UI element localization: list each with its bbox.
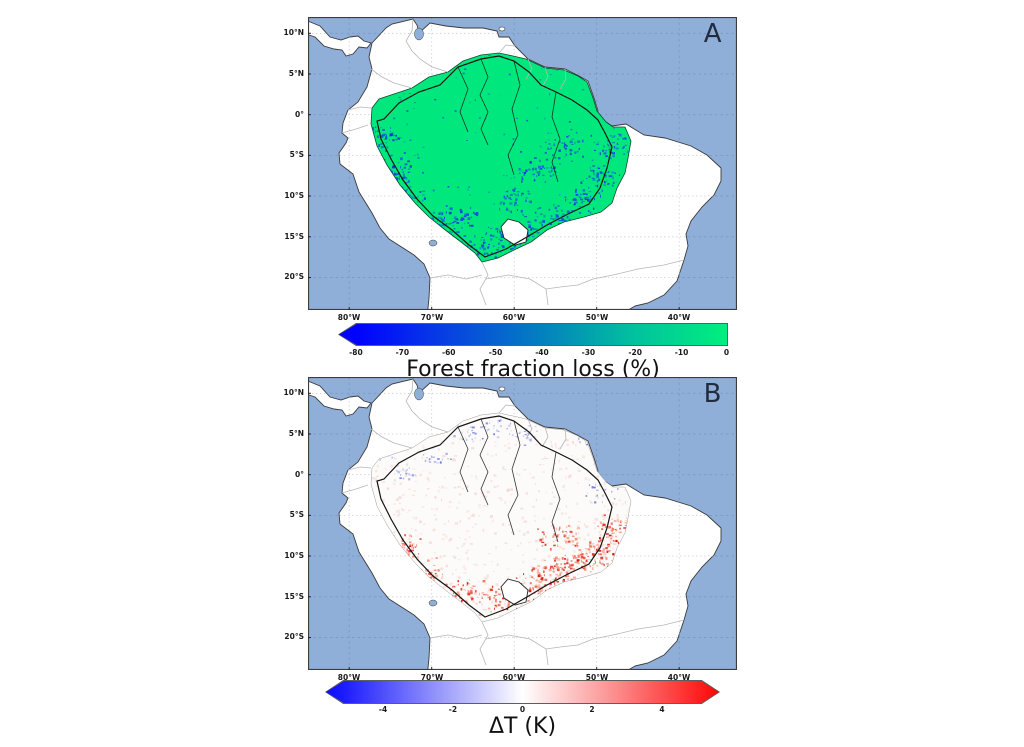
colorbar-tick: -30 (581, 348, 596, 357)
lon-tick: 40°W (667, 673, 691, 682)
lake-maracaibo (414, 27, 424, 41)
country-borders (341, 378, 685, 666)
colorbar-tick: -4 (378, 705, 388, 714)
lat-tick: 20°S (284, 272, 304, 281)
lon-tick: 70°W (420, 673, 444, 682)
colorbar-tick: 0 (723, 348, 730, 357)
colorbar-gradient (326, 681, 719, 703)
trinidad-island (498, 386, 506, 392)
forest-region (370, 52, 632, 263)
central-america-land (308, 380, 372, 417)
colorbar-tick: -2 (448, 705, 458, 714)
lat-tick: 10°N (283, 28, 304, 37)
lon-tick: 60°W (502, 673, 526, 682)
lat-tick: 15°S (284, 232, 304, 241)
lon-tick: 70°W (420, 313, 444, 322)
trinidad-island (498, 26, 506, 32)
lat-tick: 0° (295, 110, 304, 119)
lat-tick: 15°S (284, 592, 304, 601)
colorbar-forest-loss: -80 -70 -60 -50 -40 -30 -20 -10 0 Forest… (338, 323, 729, 382)
map-frame (308, 17, 737, 310)
lon-tick: 50°W (585, 313, 609, 322)
colorbar-gradient (339, 324, 727, 345)
colorbar-tick: -20 (628, 348, 642, 357)
lake-titicaca (428, 239, 438, 247)
panel-b: B 10°N 5°N 0° 5°S 10°S 15°S 20°S 80°W 70… (284, 377, 737, 739)
map-delta-t (308, 377, 737, 670)
colorbar-tick: -70 (395, 348, 410, 357)
basin-gap (500, 218, 529, 246)
interior-borders (457, 418, 561, 543)
lat-tick: 10°S (284, 551, 304, 560)
map-frame (308, 377, 737, 670)
amazon-basin-outline (376, 415, 613, 618)
lat-tick: 20°S (284, 632, 304, 641)
lat-tick: 5°N (288, 429, 304, 438)
colorbar-tick: -40 (535, 348, 549, 357)
lat-tick: 10°N (283, 388, 304, 397)
colorbar-tick: 0 (519, 705, 526, 714)
lon-tick: 80°W (337, 313, 361, 322)
panel-a-letter: A (703, 19, 722, 49)
map-forest-loss (308, 17, 737, 310)
lat-tick: 5°N (288, 69, 304, 78)
amazon-basin-outline (376, 55, 613, 258)
lon-tick: 80°W (337, 673, 361, 682)
colorbar-tick: -80 (349, 348, 363, 357)
lon-tick: 50°W (585, 673, 609, 682)
lake-titicaca (428, 599, 438, 607)
lon-tick: 40°W (667, 313, 691, 322)
lat-tick: 5°S (289, 150, 304, 159)
colorbar-title-delta-t: ΔT (K) (488, 714, 557, 739)
axis-ticks (308, 32, 680, 310)
lake-maracaibo (414, 387, 424, 401)
colorbar-delta-t: -4 -2 0 2 4 ΔT (K) (325, 680, 720, 739)
lat-tick: 0° (295, 470, 304, 479)
colorbar-tick: -50 (488, 348, 503, 357)
country-borders (341, 18, 685, 306)
lon-tick: 60°W (502, 313, 526, 322)
interior-borders (457, 58, 561, 183)
colorbar-tick: 4 (659, 705, 665, 714)
lat-tick: 5°S (289, 510, 304, 519)
central-america-land (308, 20, 372, 57)
colorbar-tick: 2 (589, 705, 595, 714)
lat-tick: 10°S (284, 191, 304, 200)
axis-ticks (308, 392, 680, 670)
panel-b-letter: B (703, 379, 722, 409)
colorbar-tick: -10 (674, 348, 689, 357)
basin-gap (500, 578, 529, 606)
colorbar-tick: -60 (441, 348, 456, 357)
panel-a: A 10°N 5°N 0° 5°S 10°S 15°S 20°S 80°W 70… (284, 17, 737, 382)
